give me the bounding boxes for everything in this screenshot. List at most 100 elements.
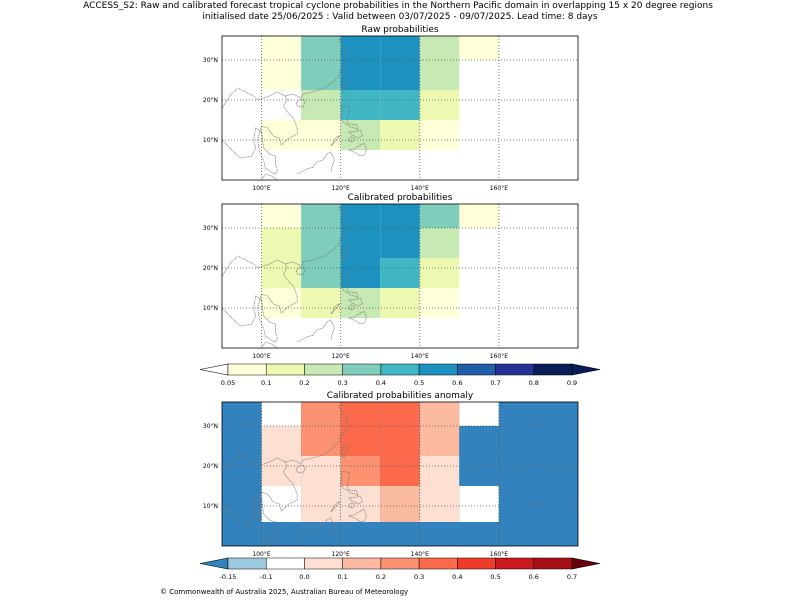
- prob-colorbar-tick-label: 0.3: [337, 379, 347, 387]
- calibrated-coastline: [222, 255, 298, 343]
- calibrated-lon-label: 120°E: [332, 353, 350, 360]
- prob-colorbar-tick-label: 0.1: [261, 379, 271, 387]
- prob-colorbar-tick-label: 0.05: [221, 379, 235, 387]
- anomaly-colorbar: -0.15 -0.1 0.0 0.1 0.2 0.3 0.4 0.5 0.6 0.7: [199, 557, 601, 581]
- anomaly-lat-label: 10°N: [203, 503, 218, 510]
- anomaly-coastline: [341, 444, 350, 459]
- calibrated-cell: [261, 228, 302, 258]
- prob-colorbar-swatch: [418, 363, 458, 376]
- anomaly-coastline: [348, 502, 355, 509]
- raw-lat-label: 10°N: [203, 137, 218, 144]
- prob-colorbar-tick-label: 0.8: [529, 379, 539, 387]
- calibrated-cell: [459, 204, 499, 228]
- calibrated-cell: [340, 228, 381, 258]
- calibrated-cell: [380, 288, 420, 318]
- raw-cell: [261, 36, 302, 60]
- raw-coastline: [341, 78, 350, 93]
- prob-colorbar-tick-label: 0.9: [567, 379, 577, 387]
- anomaly-cell: [498, 402, 578, 426]
- calibrated-lat-label: 20°N: [203, 265, 218, 272]
- anomaly-cell: [380, 486, 420, 522]
- anom-colorbar-swatch: [457, 557, 496, 570]
- calibrated-cell: [301, 258, 341, 288]
- anom-colorbar-swatch: [380, 557, 420, 570]
- calibrated-cell: [261, 258, 302, 288]
- calibrated-coastline: [295, 266, 306, 276]
- anomaly-lon-label: 140°E: [411, 551, 429, 558]
- raw-coastline: [285, 36, 350, 99]
- anomaly-cell: [340, 456, 381, 486]
- prob-colorbar-over-extension: [571, 363, 601, 376]
- raw-lat-label: 20°N: [203, 97, 218, 104]
- anom-colorbar-swatch: [304, 557, 343, 570]
- anomaly-cell: [261, 456, 302, 486]
- anomaly-cell: [340, 402, 381, 426]
- anom-colorbar-tick-label: -0.1: [260, 573, 273, 581]
- figure-title-line2: initialised date 25/06/2025 : Valid betw…: [202, 12, 597, 22]
- anomaly-cell: [301, 456, 341, 486]
- anomaly-cell: [340, 486, 381, 522]
- calibrated-coastline: [330, 303, 341, 315]
- raw-cell: [459, 60, 499, 90]
- calibrated-cell: [419, 258, 460, 288]
- prob-colorbar-swatch: [227, 363, 267, 376]
- raw-panel-title: Raw probabilities: [361, 25, 439, 35]
- anomaly-coastline: [261, 539, 278, 546]
- calibrated-cell: [419, 228, 460, 258]
- anomaly-cell: [301, 486, 341, 522]
- anomaly-lon-label: 120°E: [332, 551, 350, 558]
- anomaly-coastline: [295, 464, 306, 474]
- raw-cell: [301, 36, 341, 60]
- calibrated-map-frame: [221, 203, 579, 349]
- prob-colorbar-swatch: [342, 363, 382, 376]
- anomaly-lon-label: 100°E: [252, 551, 270, 558]
- anom-colorbar-over-extension: [571, 557, 601, 570]
- raw-coastline: [348, 142, 367, 157]
- raw-cell: [380, 36, 420, 60]
- raw-probabilities-map: Raw probabilities 100°E 120°E 140°E 160°E 10°…: [203, 25, 579, 192]
- anom-colorbar-tick-label: 0.6: [529, 573, 539, 581]
- anomaly-cell: [340, 426, 381, 456]
- copyright-notice: © Commonwealth of Australia 2025, Austra…: [160, 588, 408, 596]
- calibrated-coastline: [340, 273, 359, 299]
- calibrated-coastline: [341, 246, 350, 261]
- calibrated-lat-label: 10°N: [203, 305, 218, 312]
- calibrated-cell: [419, 288, 460, 318]
- raw-cell: [340, 90, 381, 120]
- anomaly-coastline: [348, 508, 367, 523]
- calibrated-cell: [340, 258, 381, 288]
- prob-colorbar-under-extension: [199, 363, 229, 376]
- anomaly-coastline: [285, 402, 350, 465]
- anomaly-cell: [459, 486, 499, 522]
- calibrated-cell: [261, 288, 302, 318]
- calibrated-cell: [419, 204, 460, 228]
- anom-colorbar-swatch: [495, 557, 535, 570]
- anomaly-cell: [498, 426, 578, 456]
- calibrated-cell: [301, 288, 341, 318]
- raw-coastline: [330, 135, 341, 147]
- anomaly-cell: [419, 456, 460, 486]
- anomaly-cell: [459, 456, 499, 486]
- calibrated-cell: [380, 258, 420, 288]
- raw-lon-label: 120°E: [332, 185, 350, 192]
- prob-colorbar-tick-label: 0.2: [299, 379, 309, 387]
- anomaly-coastline: [348, 495, 363, 505]
- raw-cell: [459, 36, 499, 60]
- anom-colorbar-tick-label: 0.0: [299, 573, 309, 581]
- prob-colorbar-tick-label: 0.6: [452, 379, 462, 387]
- anomaly-cell: [419, 486, 460, 522]
- raw-coastline: [348, 136, 355, 143]
- raw-cell: [419, 60, 460, 90]
- anomaly-cell: [498, 486, 578, 522]
- anom-colorbar-swatch: [418, 557, 458, 570]
- raw-cell: [380, 90, 420, 120]
- anomaly-cell: [419, 426, 460, 456]
- prob-colorbar-tick-label: 0.4: [376, 379, 386, 387]
- anomaly-cell: [419, 402, 460, 426]
- calibrated-cell: [459, 258, 499, 288]
- calibrated-coastline: [285, 204, 350, 267]
- raw-cell: [301, 90, 341, 120]
- prob-colorbar-swatch: [380, 363, 420, 376]
- anomaly-cell: [261, 402, 302, 426]
- prob-colorbar-tick-label: 0.7: [490, 379, 500, 387]
